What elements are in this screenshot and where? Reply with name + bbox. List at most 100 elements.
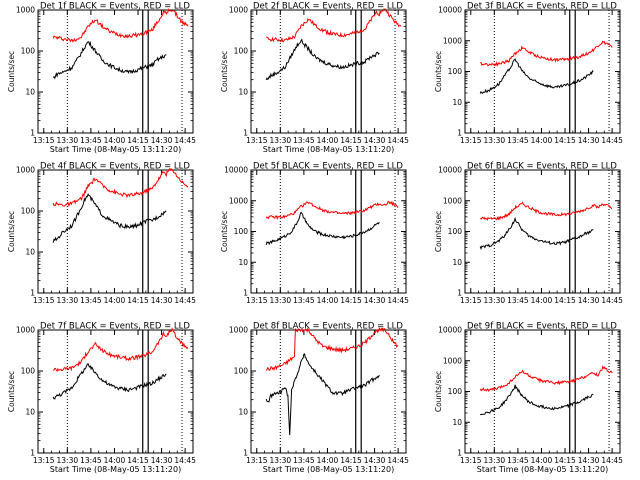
y-axis-label: Counts/sec (7, 371, 16, 412)
y-tick-label: 1000 (443, 196, 462, 205)
y-tick-label: 100 (448, 67, 463, 76)
x-tick-label: 13:45 (507, 296, 529, 305)
chart-title: Det 1f BLACK = Events, RED = LLD (40, 2, 190, 12)
x-tick-label: 13:30 (57, 296, 79, 305)
chart-panel-7: Det 7f BLACK = Events, RED = LLD 1 10 100 10… (7, 322, 196, 475)
x-axis-label: Start Time (08-May-05 13:11:20) (50, 145, 181, 154)
chart-panel-1: Det 1f BLACK = Events, RED = LLD 1 10 100 10… (7, 2, 196, 155)
y-tick-label: 10 (452, 258, 462, 267)
y-axis-label: Counts/sec (434, 51, 443, 92)
x-tick-label: 14:30 (364, 136, 386, 145)
chart-panel-8: Det 8f BLACK = Events, RED = LLD 1 10 100 10… (229, 322, 409, 475)
y-tick-label: 1000 (16, 326, 35, 335)
x-tick-label: 14:45 (601, 296, 623, 305)
x-tick-label: 13:15 (460, 296, 482, 305)
chart-panel-5: Det 5f BLACK = Events, RED = LLD 1 10 100 10… (220, 162, 409, 306)
x-tick-label: 13:45 (507, 456, 529, 465)
events-series-line (52, 363, 167, 400)
x-axis-label: Start Time (08-May-05 13:11:20) (477, 465, 608, 474)
x-tick-label: 13:30 (484, 296, 506, 305)
y-tick-label: 10 (25, 408, 35, 417)
y-axis-label: Counts/sec (7, 211, 16, 252)
x-tick-label: 14:15 (554, 296, 576, 305)
x-tick-label: 14:15 (554, 456, 576, 465)
x-tick-label: 14:15 (340, 136, 362, 145)
plot-frame (250, 9, 407, 134)
events-series-line (265, 38, 380, 81)
x-tick-label: 13:45 (80, 136, 102, 145)
plot-frame (464, 329, 621, 454)
x-tick-label: 13:45 (293, 136, 315, 145)
y-tick-label: 100 (448, 387, 463, 396)
x-tick-label: 14:15 (554, 136, 576, 145)
x-tick-label: 13:30 (270, 136, 292, 145)
y-tick-label: 1 (30, 129, 35, 138)
y-tick-label: 1 (457, 289, 462, 298)
x-tick-label: 13:15 (33, 296, 55, 305)
x-tick-label: 14:15 (127, 456, 149, 465)
x-tick-label: 14:00 (531, 296, 553, 305)
x-tick-label: 14:30 (151, 136, 173, 145)
y-tick-label: 1 (30, 449, 35, 458)
lld-series-line (479, 201, 613, 221)
y-axis-label: Counts/sec (220, 211, 229, 252)
y-tick-label: 1000 (443, 356, 462, 365)
x-tick-label: 14:30 (364, 296, 386, 305)
x-tick-label: 14:45 (601, 136, 623, 145)
x-tick-label: 14:00 (104, 456, 126, 465)
x-tick-label: 14:00 (317, 136, 339, 145)
x-axis-label: Start Time (08-May-05 13:11:20) (263, 465, 394, 474)
y-tick-label: 1000 (229, 196, 248, 205)
chart-title: Det 4f BLACK = Events, RED = LLD (40, 162, 190, 172)
events-series-line (52, 40, 167, 80)
chart-title: Det 2f BLACK = Events, RED = LLD (253, 2, 403, 12)
y-tick-label: 10000 (438, 166, 462, 175)
x-tick-label: 13:30 (57, 456, 79, 465)
x-tick-label: 14:15 (127, 136, 149, 145)
y-tick-label: 100 (21, 367, 36, 376)
chart-panel-4: Det 4f BLACK = Events, RED = LLD 1 10 100 10… (7, 162, 196, 306)
x-tick-label: 14:45 (174, 456, 196, 465)
y-tick-label: 10 (238, 258, 248, 267)
chart-title: Det 8f BLACK = Events, RED = LLD (253, 322, 403, 332)
x-axis-label: Start Time (08-May-05 13:11:20) (263, 145, 394, 154)
plot-frame (37, 169, 194, 294)
y-tick-label: 10000 (224, 166, 248, 175)
y-tick-label: 100 (448, 227, 463, 236)
plot-frame (464, 169, 621, 294)
x-tick-label: 14:45 (601, 456, 623, 465)
plot-frame (250, 329, 407, 454)
x-tick-label: 14:15 (127, 296, 149, 305)
x-tick-label: 14:45 (387, 296, 409, 305)
x-tick-label: 14:30 (364, 456, 386, 465)
events-series-line (52, 192, 167, 243)
x-tick-label: 13:45 (80, 296, 102, 305)
x-tick-label: 13:30 (484, 136, 506, 145)
events-series-line (479, 384, 594, 416)
y-tick-label: 1 (243, 449, 248, 458)
x-tick-label: 13:15 (246, 456, 268, 465)
y-axis-label: Counts/sec (434, 211, 443, 252)
plot-frame (37, 9, 194, 134)
lld-series-line (52, 167, 189, 208)
lld-series-line (479, 365, 613, 393)
x-axis-label: Start Time (08-May-05 13:11:20) (50, 465, 181, 474)
y-tick-label: 100 (234, 367, 249, 376)
y-tick-label: 100 (234, 47, 249, 56)
plot-frame (250, 169, 407, 294)
x-tick-label: 14:00 (531, 456, 553, 465)
x-tick-label: 14:45 (387, 456, 409, 465)
y-tick-label: 1 (457, 449, 462, 458)
y-axis-label: Counts/sec (434, 371, 443, 412)
x-tick-label: 14:15 (340, 296, 362, 305)
events-series-line (479, 58, 594, 95)
y-axis-label: Counts/sec (7, 51, 16, 92)
chart-panel-2: Det 2f BLACK = Events, RED = LLD 1 10 100 10… (220, 2, 409, 155)
y-tick-label: 1000 (229, 326, 248, 335)
events-series-line (479, 216, 594, 251)
x-tick-label: 14:00 (104, 136, 126, 145)
events-series-line (265, 353, 380, 436)
x-tick-label: 14:45 (387, 136, 409, 145)
lld-series-line (479, 40, 613, 67)
